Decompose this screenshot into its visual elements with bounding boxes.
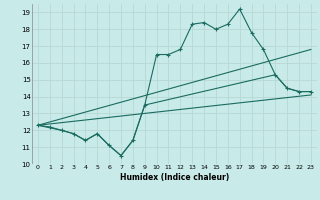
X-axis label: Humidex (Indice chaleur): Humidex (Indice chaleur) <box>120 173 229 182</box>
